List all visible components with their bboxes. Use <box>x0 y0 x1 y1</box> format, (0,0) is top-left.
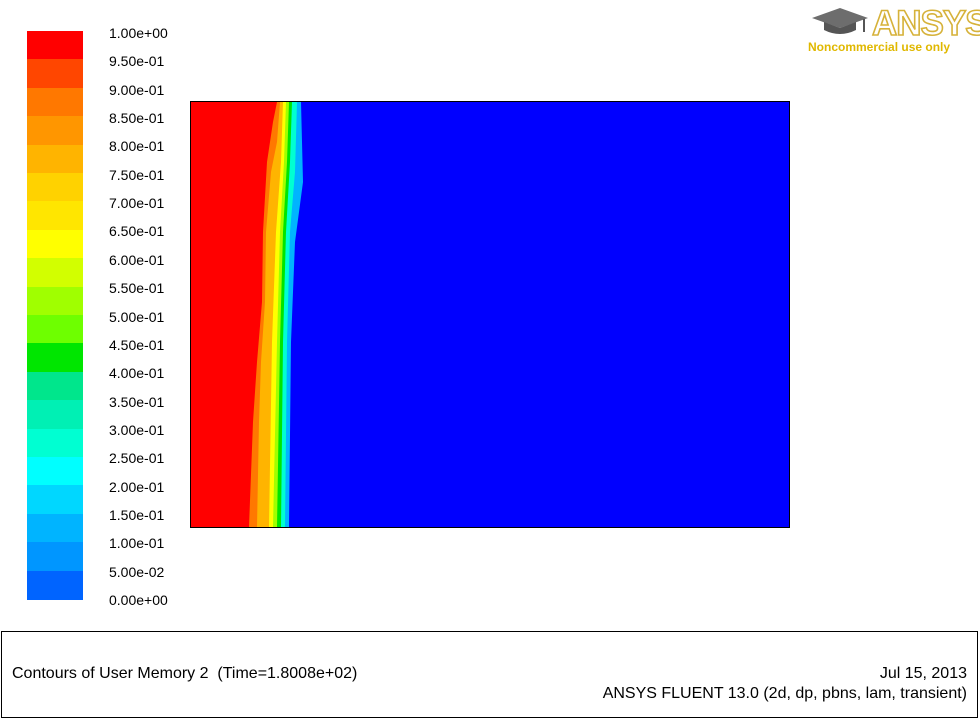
colorbar-tick-label: 7.00e-01 <box>109 195 165 212</box>
colorbar-swatch <box>27 258 83 288</box>
colorbar-tick-label: 7.50e-01 <box>109 166 165 183</box>
colorbar-swatch <box>27 31 83 60</box>
colorbar-tick-label: 6.50e-01 <box>109 223 165 240</box>
colorbar-tick-label: 9.00e-01 <box>109 81 165 98</box>
colorbar-tick-label: 0.00e+00 <box>109 592 168 608</box>
colorbar-swatch <box>27 428 83 458</box>
colorbar-swatch <box>27 343 83 373</box>
colorbar-swatch <box>27 542 83 572</box>
logo-wordmark: ANSYS <box>871 4 980 43</box>
colorbar-swatch <box>27 400 83 430</box>
colorbar-swatch <box>27 315 83 344</box>
title-block: Contours of User Memory 2 (Time=1.8008e+… <box>1 631 978 718</box>
colorbar-tick-label: 4.00e-01 <box>109 365 165 382</box>
colorbar-swatch <box>27 116 83 146</box>
colorbar-swatch <box>27 570 83 600</box>
colorbar <box>27 31 83 600</box>
colorbar-tick-label: 2.50e-01 <box>109 450 165 467</box>
colorbar-swatch <box>27 201 83 231</box>
ansys-logo: ANSYS Noncommercial use only <box>806 4 980 56</box>
contour-plot[interactable] <box>190 101 790 528</box>
contour-field <box>191 102 789 527</box>
plot-title: Contours of User Memory 2 (Time=1.8008e+… <box>12 665 358 682</box>
colorbar-swatch <box>27 485 83 515</box>
graduation-cap-icon <box>812 8 868 34</box>
colorbar-tick-label: 4.50e-01 <box>109 336 165 353</box>
colorbar-tick-label: 1.00e-01 <box>109 535 165 552</box>
colorbar-tick-label: 6.00e-01 <box>109 251 165 268</box>
colorbar-tick-label: 1.00e+00 <box>109 25 168 41</box>
colorbar-swatch <box>27 87 83 117</box>
colorbar-swatch <box>27 173 83 202</box>
colorbar-tick-label: 8.00e-01 <box>109 138 165 155</box>
colorbar-swatch <box>27 144 83 174</box>
colorbar-tick-label: 8.50e-01 <box>109 110 165 127</box>
colorbar-swatch <box>27 371 83 401</box>
colorbar-tick-label: 2.00e-01 <box>109 478 165 495</box>
colorbar-swatch <box>27 457 83 486</box>
plot-date: Jul 15, 2013 <box>879 665 967 682</box>
colorbar-tick-label: 1.50e-01 <box>109 506 165 523</box>
solver-version: ANSYS FLUENT 13.0 (2d, dp, pbns, lam, tr… <box>602 685 967 702</box>
colorbar-swatch <box>27 59 83 89</box>
colorbar-swatch <box>27 513 83 543</box>
colorbar-tick-label: 5.00e-01 <box>109 308 165 325</box>
logo-subtitle: Noncommercial use only <box>808 40 951 54</box>
colorbar-swatch <box>27 229 83 259</box>
colorbar-swatch <box>27 286 83 316</box>
colorbar-tick-label: 3.50e-01 <box>109 393 165 410</box>
colorbar-tick-label: 5.00e-02 <box>109 563 165 580</box>
colorbar-tick-label: 3.00e-01 <box>109 421 165 438</box>
colorbar-tick-label: 5.50e-01 <box>109 280 165 297</box>
colorbar-tick-label: 9.50e-01 <box>109 53 165 70</box>
